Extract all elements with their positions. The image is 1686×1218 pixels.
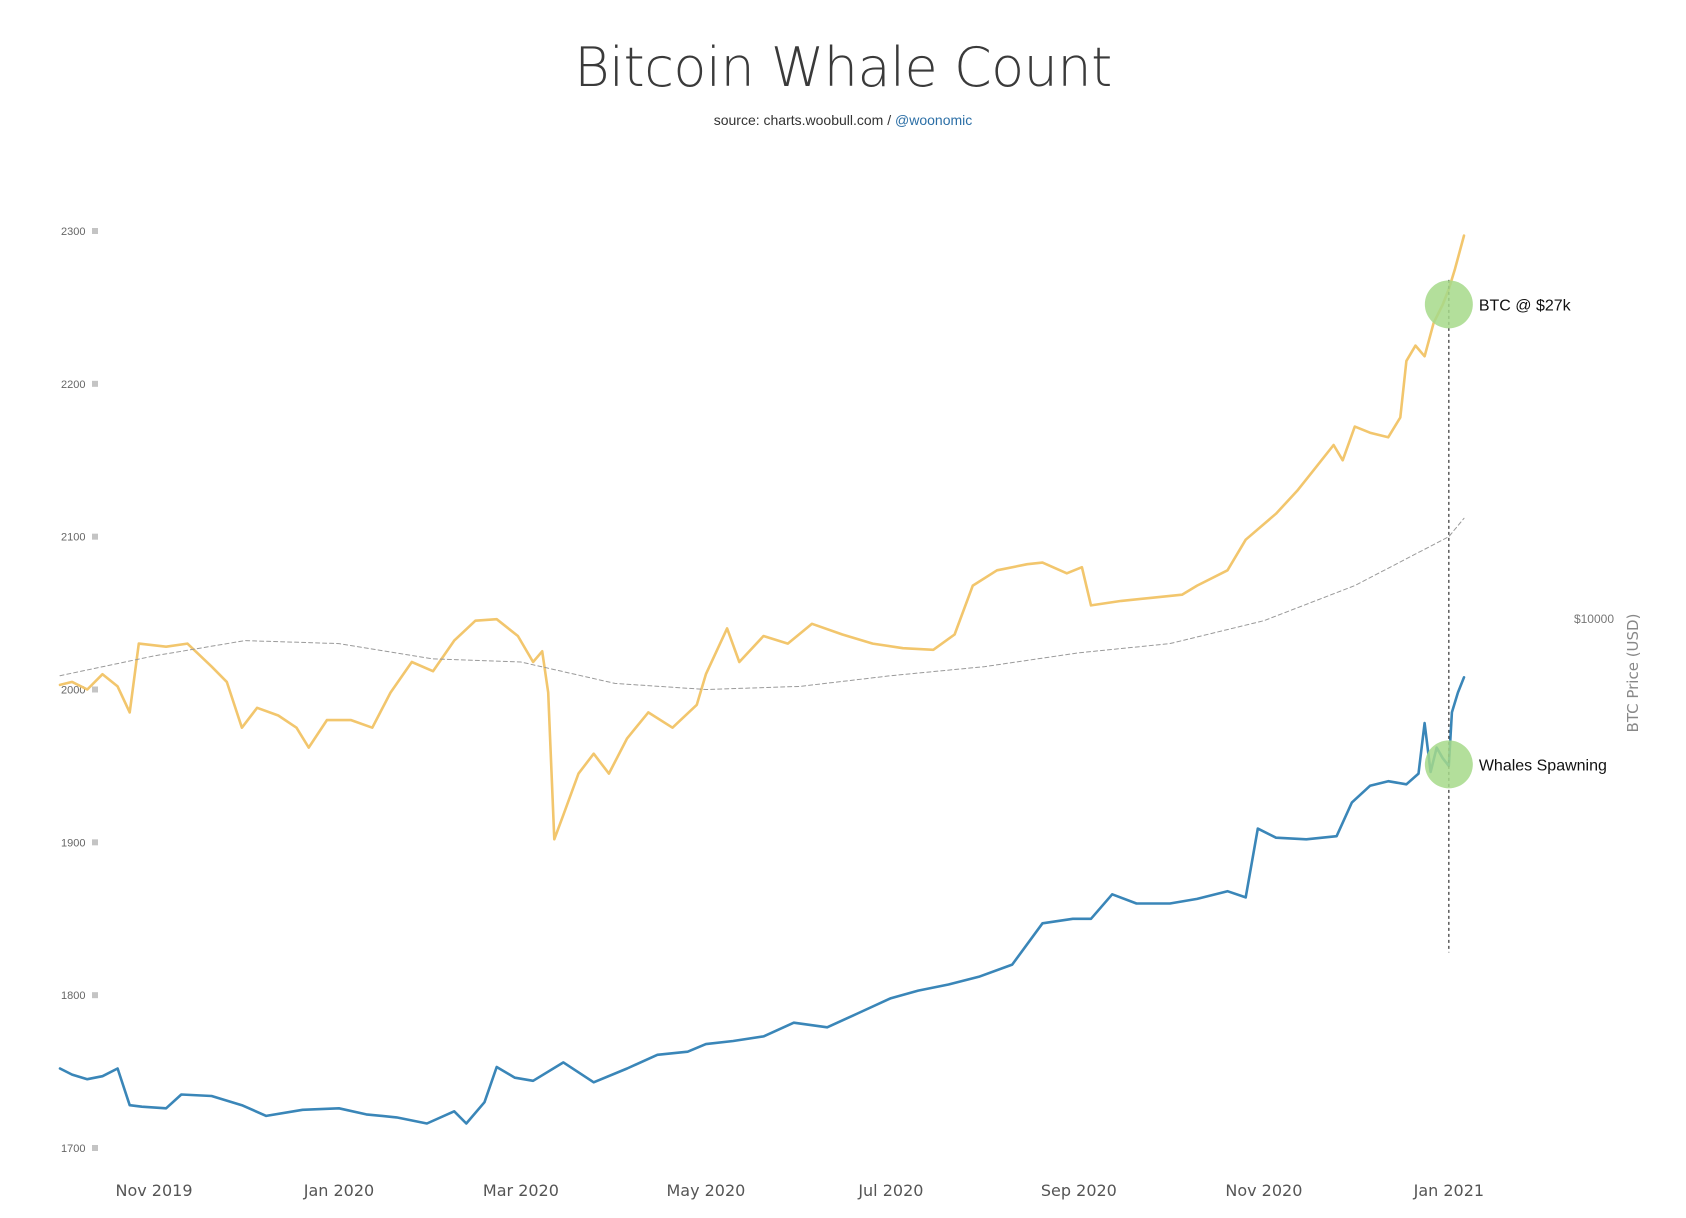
y-tick-mark-4 [92,839,98,846]
x-tick-label-7: Jan 2021 [1413,1181,1484,1200]
annotation-marker-1 [1424,740,1473,789]
y-tick-mark-6 [92,1145,98,1151]
y-tick-label-6: 1700 [61,1143,85,1155]
y-right-tick-label: $10000 [1574,612,1614,626]
x-tick-label-3: May 2020 [666,1181,745,1200]
annotation-label-1: Whales Spawning [1479,757,1607,774]
x-tick-label-0: Nov 2019 [115,1181,192,1200]
y-tick-mark-3 [92,686,98,693]
y-tick-label-2: 2100 [61,532,85,544]
y-tick-mark-1 [92,380,98,387]
y-tick-mark-0 [92,228,98,234]
trend-line [59,517,1465,690]
y-tick-mark-5 [92,992,98,999]
subtitle-link[interactable]: @woonomic [895,112,973,128]
y-tick-label-4: 1900 [61,837,85,849]
y-tick-label-1: 2200 [61,379,85,391]
y-tick-label-0: 2300 [61,226,85,238]
annotation-label-0: BTC @ $27k [1479,297,1572,314]
btc-price-line [58,234,1466,841]
x-tick-label-1: Jan 2020 [303,1181,374,1200]
chart-subtitle: source: charts.woobull.com / @woonomic [0,112,1686,128]
subtitle-source: source: charts.woobull.com / [713,112,896,128]
y-tick-label-3: 2000 [61,685,85,697]
x-tick-label-6: Nov 2020 [1225,1181,1302,1200]
y-right-axis-label: BTC Price (USD) [1624,614,1642,733]
annotation-marker-0 [1424,280,1473,329]
y-tick-label-5: 1800 [61,990,85,1002]
x-tick-label-2: Mar 2020 [483,1181,559,1200]
y-tick-mark-2 [92,533,98,540]
whale-count-line [58,676,1466,1125]
x-tick-label-4: Jul 2020 [857,1181,923,1200]
chart-title: Bitcoin Whale Count [574,36,1112,99]
x-tick-label-5: Sep 2020 [1041,1181,1117,1200]
